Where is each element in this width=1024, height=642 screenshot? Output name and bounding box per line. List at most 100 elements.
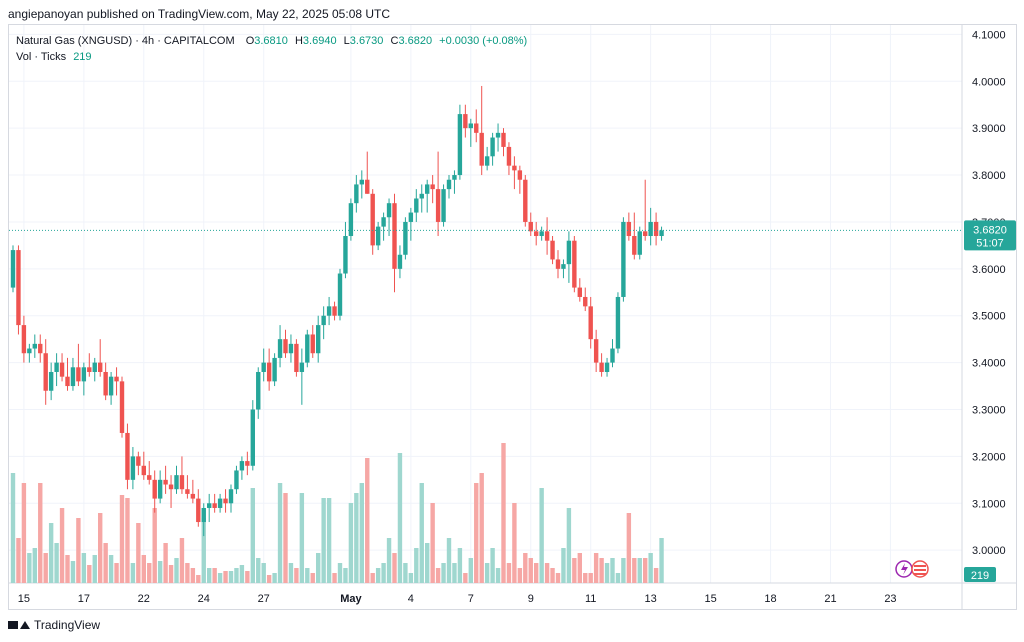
- volume-bar: [190, 568, 196, 583]
- volume-bar: [321, 498, 326, 583]
- candle-body: [136, 456, 141, 466]
- volume-bar: [103, 543, 108, 583]
- change-value: +0.0030 (+0.08%): [439, 35, 528, 47]
- x-tick-label: 13: [645, 593, 657, 605]
- candle-body: [392, 203, 397, 269]
- volume-bar: [599, 558, 604, 583]
- volume-bar: [610, 558, 615, 583]
- volume-bar: [65, 555, 70, 583]
- publisher-line: angiepanoyan published on TradingView.co…: [8, 7, 391, 21]
- volume-bar: [408, 573, 414, 583]
- volume-bar: [544, 563, 550, 583]
- volume-bar: [81, 553, 87, 583]
- candle-body: [332, 306, 337, 316]
- x-tick-label: 21: [824, 593, 836, 605]
- candle-body: [130, 456, 136, 480]
- candle-body: [501, 132, 506, 147]
- candle-body: [21, 325, 27, 354]
- volume-bar: [534, 563, 539, 583]
- volume-value: 219: [73, 51, 92, 63]
- volume-bar: [283, 493, 288, 583]
- candle-body: [316, 325, 321, 354]
- candle-body: [643, 231, 648, 237]
- candle-body: [337, 273, 343, 316]
- candle-body: [528, 221, 533, 232]
- y-tick-label: 4.1000: [972, 29, 1006, 41]
- candle-body: [147, 475, 152, 480]
- volume-bar: [386, 538, 392, 583]
- candle-body: [441, 189, 446, 222]
- volume-bar: [38, 483, 43, 583]
- volume-label[interactable]: Vol · Ticks: [16, 51, 67, 63]
- low-value: 3.6730: [349, 35, 384, 47]
- candle-body: [621, 221, 626, 297]
- volume-bar: [114, 563, 119, 583]
- symbol-label[interactable]: Natural Gas (XNGUSD) · 4h · CAPITALCOM: [16, 35, 235, 47]
- candle-body: [174, 475, 179, 490]
- legend-volume-row: Vol · Ticks 219: [16, 49, 527, 65]
- x-tick-label: May: [340, 593, 362, 605]
- x-tick-label: 24: [198, 593, 210, 605]
- candle-body: [343, 236, 348, 274]
- volume-bar: [561, 548, 566, 583]
- volume-bar: [152, 508, 157, 583]
- candle-body: [604, 362, 610, 372]
- volume-bar: [392, 553, 397, 583]
- candle-body: [239, 461, 245, 471]
- volume-bar: [414, 548, 419, 583]
- candle-body: [544, 231, 550, 241]
- candle-body: [321, 315, 326, 326]
- volume-bar: [348, 503, 354, 583]
- candle-body: [212, 503, 217, 508]
- y-tick-label: 3.0000: [972, 545, 1006, 557]
- candle-body: [272, 357, 277, 382]
- volume-bar: [147, 563, 152, 583]
- candle-body: [326, 306, 332, 316]
- candle-body: [245, 461, 250, 466]
- candle-body: [365, 179, 370, 194]
- flag-stripe-icon: [914, 569, 926, 571]
- volume-bar: [452, 563, 457, 583]
- candle-body: [103, 371, 108, 396]
- candle-body: [163, 479, 168, 485]
- candle-body: [261, 362, 266, 372]
- candle-body: [27, 348, 32, 354]
- volume-bar: [10, 473, 16, 583]
- volume-bar: [381, 563, 386, 583]
- volume-bar: [430, 503, 435, 583]
- candle-body: [419, 193, 424, 199]
- volume-bar: [130, 563, 136, 583]
- x-tick-label: 7: [468, 593, 474, 605]
- x-tick-label: 22: [138, 593, 150, 605]
- volume-bar: [76, 518, 81, 583]
- volume-bar: [506, 563, 512, 583]
- volume-bar: [157, 561, 163, 583]
- candle-body: [474, 123, 479, 133]
- flag-stripe-icon: [914, 573, 926, 575]
- volume-bar: [288, 563, 294, 583]
- candle-body: [201, 507, 206, 523]
- volume-bar: [632, 558, 637, 583]
- volume-bar: [316, 553, 321, 583]
- close-value: 3.6820: [398, 35, 433, 47]
- volume-bar: [653, 568, 659, 583]
- y-tick-label: 4.0000: [972, 76, 1006, 88]
- volume-bar: [539, 488, 544, 583]
- volume-bar: [108, 555, 114, 583]
- open-label: O: [245, 35, 255, 47]
- volume-bar: [375, 568, 381, 583]
- volume-bar: [588, 573, 593, 583]
- tradingview-logo-icon: [8, 619, 30, 631]
- volume-bar: [354, 493, 359, 583]
- y-tick-label: 3.4000: [972, 358, 1006, 370]
- candle-body: [38, 343, 43, 354]
- candle-body: [577, 287, 582, 297]
- volume-bar: [266, 575, 272, 583]
- footer-brand[interactable]: TradingView: [34, 618, 101, 632]
- candle-body: [490, 137, 495, 157]
- price-tag-value: 3.6820: [973, 224, 1007, 236]
- chart-frame: [8, 24, 1017, 610]
- candle-body: [87, 367, 92, 372]
- volume-bar: [490, 548, 495, 583]
